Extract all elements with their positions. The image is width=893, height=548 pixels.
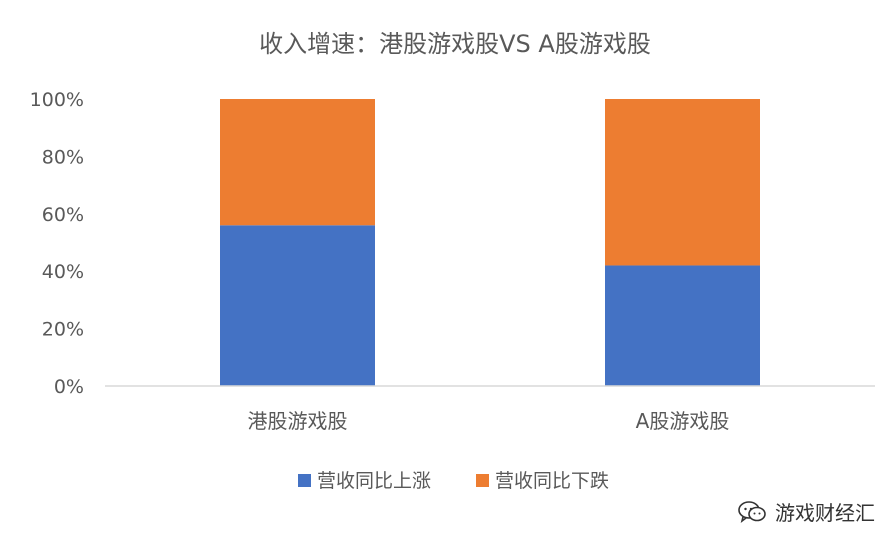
x-category-label: A股游戏股 xyxy=(636,409,730,433)
bar-segment xyxy=(220,99,375,226)
y-tick-label: 60% xyxy=(42,204,84,226)
y-tick-label: 0% xyxy=(54,376,84,398)
legend-label: 营收同比下跌 xyxy=(495,470,609,492)
legend: 营收同比上涨 营收同比下跌 xyxy=(298,470,609,492)
y-axis-ticks: 0% 20% 40% 60% 80% 100% xyxy=(30,89,84,398)
y-tick-label: 40% xyxy=(42,261,84,283)
x-axis-labels: 港股游戏股 A股游戏股 xyxy=(248,409,730,433)
legend-label: 营收同比上涨 xyxy=(317,470,431,492)
bar-segment xyxy=(220,225,375,386)
chart-title: 收入增速：港股游戏股VS A股游戏股 xyxy=(259,30,651,58)
legend-swatch xyxy=(298,474,311,487)
watermark: 游戏财经汇 xyxy=(737,497,875,526)
x-category-label: 港股游戏股 xyxy=(248,409,348,433)
wechat-icon xyxy=(738,500,766,523)
watermark-text: 游戏财经汇 xyxy=(775,501,875,525)
bars xyxy=(220,99,760,386)
legend-swatch xyxy=(476,474,489,487)
y-tick-label: 80% xyxy=(42,146,84,168)
y-tick-label: 20% xyxy=(42,319,84,341)
y-tick-label: 100% xyxy=(30,89,84,111)
bar-segment xyxy=(605,99,760,266)
bar-segment xyxy=(605,265,760,386)
